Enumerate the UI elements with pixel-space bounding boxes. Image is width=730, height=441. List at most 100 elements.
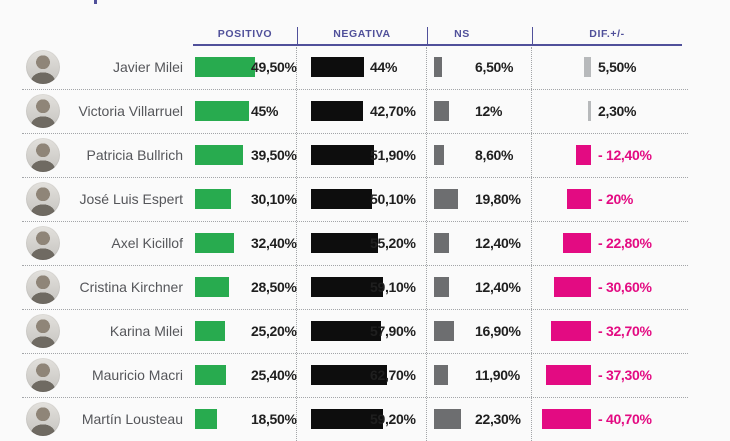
- negativa-value: 59,20%: [370, 411, 416, 427]
- dif-value: - 22,80%: [598, 235, 652, 251]
- header-divider: [297, 27, 298, 44]
- column-header-positivo: POSITIVO: [217, 28, 273, 40]
- dif-bar: [576, 145, 591, 165]
- person-name: Cristina Kirchner: [79, 279, 183, 295]
- ns-value: 6,50%: [475, 59, 514, 75]
- ns-value: 8,60%: [475, 147, 514, 163]
- poll-table: Javier Milei 49,50% 44% 6,50% 5,50% Vict…: [0, 45, 730, 441]
- negativa-bar: [311, 145, 374, 165]
- avatar: [26, 270, 60, 304]
- positivo-value: 25,40%: [251, 367, 297, 383]
- dif-value: - 32,70%: [598, 323, 652, 339]
- person-name: Martín Lousteau: [81, 411, 183, 427]
- table-row: Karina Milei 25,20% 57,90% 16,90% - 32,7…: [0, 309, 730, 353]
- positivo-bar: [195, 145, 243, 165]
- column-header-ns: NS: [454, 28, 470, 40]
- ns-value: 12,40%: [475, 279, 521, 295]
- positivo-bar: [195, 189, 231, 209]
- positivo-bar: [195, 409, 217, 429]
- avatar: [26, 226, 60, 260]
- positivo-value: 28,50%: [251, 279, 297, 295]
- dif-bar: [554, 277, 591, 297]
- ns-bar: [434, 277, 449, 297]
- ns-bar: [434, 189, 458, 209]
- negativa-value: 57,90%: [370, 323, 416, 339]
- header-underline: [193, 44, 682, 46]
- positivo-value: 49,50%: [251, 59, 297, 75]
- negativa-value: 51,90%: [370, 147, 416, 163]
- cropped-title-fragment: [94, 0, 97, 4]
- column-separator: [426, 47, 427, 441]
- dif-bar: [584, 57, 591, 77]
- dif-bar: [551, 321, 591, 341]
- negativa-bar: [311, 321, 381, 341]
- dif-bar: [567, 189, 591, 209]
- table-row: Patricia Bullrich 39,50% 51,90% 8,60% - …: [0, 133, 730, 177]
- positivo-value: 45%: [251, 103, 279, 119]
- positivo-value: 18,50%: [251, 411, 297, 427]
- ns-bar: [434, 365, 448, 385]
- table-row: Martín Lousteau 18,50% 59,20% 22,30% - 4…: [0, 397, 730, 441]
- dif-bar: [588, 101, 591, 121]
- avatar: [26, 358, 60, 392]
- positivo-bar: [195, 277, 229, 297]
- dif-value: - 30,60%: [598, 279, 652, 295]
- positivo-bar: [195, 321, 225, 341]
- dif-bar: [563, 233, 591, 253]
- table-row: José Luis Espert 30,10% 50,10% 19,80% - …: [0, 177, 730, 221]
- dif-value: 2,30%: [598, 103, 637, 119]
- ns-bar: [434, 57, 442, 77]
- avatar: [26, 182, 60, 216]
- column-separator: [296, 47, 297, 441]
- table-row: Javier Milei 49,50% 44% 6,50% 5,50%: [0, 45, 730, 89]
- negativa-bar: [311, 409, 383, 429]
- avatar: [26, 94, 60, 128]
- ns-bar: [434, 101, 449, 121]
- positivo-value: 32,40%: [251, 235, 297, 251]
- avatar: [26, 402, 60, 436]
- dif-value: - 12,40%: [598, 147, 652, 163]
- table-row: Mauricio Macri 25,40% 62,70% 11,90% - 37…: [0, 353, 730, 397]
- positivo-value: 25,20%: [251, 323, 297, 339]
- person-name: Axel Kicillof: [111, 235, 183, 251]
- ns-value: 16,90%: [475, 323, 521, 339]
- positivo-bar: [195, 233, 234, 253]
- negativa-bar: [311, 101, 363, 121]
- person-name: José Luis Espert: [79, 191, 184, 207]
- ns-bar: [434, 409, 461, 429]
- ns-bar: [434, 321, 454, 341]
- header-divider: [427, 27, 428, 44]
- header-divider: [532, 27, 533, 44]
- positivo-bar: [195, 365, 226, 385]
- table-row: Cristina Kirchner 28,50% 59,10% 12,40% -…: [0, 265, 730, 309]
- dif-value: - 40,70%: [598, 411, 652, 427]
- column-separator: [531, 47, 532, 441]
- person-name: Karina Milei: [109, 323, 183, 339]
- negativa-bar: [311, 189, 372, 209]
- negativa-value: 50,10%: [370, 191, 416, 207]
- ns-value: 11,90%: [475, 367, 520, 383]
- ns-value: 12,40%: [475, 235, 521, 251]
- table-row: Victoria Villarruel 45% 42,70% 12% 2,30%: [0, 89, 730, 133]
- ns-value: 22,30%: [475, 411, 521, 427]
- person-name: Javier Milei: [112, 59, 183, 75]
- dif-value: - 20%: [598, 191, 634, 207]
- negativa-value: 62,70%: [370, 367, 416, 383]
- ns-bar: [434, 145, 444, 165]
- column-header-dif: DIF.+/-: [589, 28, 625, 40]
- avatar: [26, 314, 60, 348]
- dif-value: - 37,30%: [598, 367, 652, 383]
- negativa-bar: [311, 277, 383, 297]
- table-row: Axel Kicillof 32,40% 55,20% 12,40% - 22,…: [0, 221, 730, 265]
- person-name: Patricia Bullrich: [86, 147, 183, 163]
- negativa-value: 42,70%: [370, 103, 416, 119]
- positivo-value: 30,10%: [251, 191, 297, 207]
- ns-value: 19,80%: [475, 191, 521, 207]
- ns-bar: [434, 233, 449, 253]
- positivo-bar: [195, 57, 255, 77]
- dif-value: 5,50%: [598, 59, 637, 75]
- positivo-value: 39,50%: [251, 147, 297, 163]
- avatar: [26, 138, 60, 172]
- ns-value: 12%: [475, 103, 503, 119]
